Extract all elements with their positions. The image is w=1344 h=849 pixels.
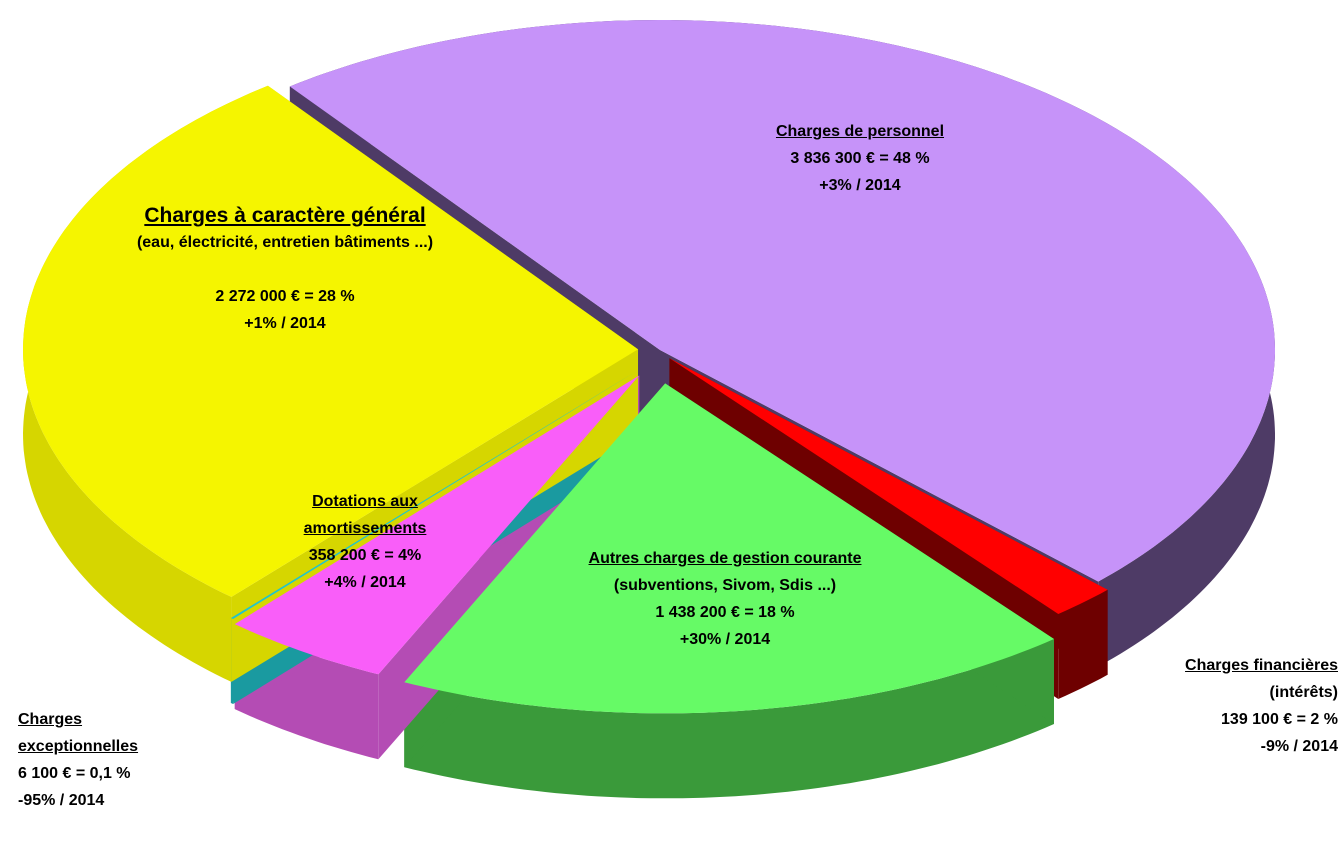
slice: [230, 370, 638, 619]
category-note: (eau, électricité, entretien bâtiments .…: [136, 234, 434, 251]
value-label: 1 438 200 € = 18 %: [655, 604, 795, 621]
category-label: Charges exceptionnelles: [18, 711, 139, 755]
slice-label: Charges exceptionnelles 6 100 € = 0,1 % -9…: [18, 706, 188, 814]
slice-label: Charges financières (intérêts) 139 100 € =…: [1088, 652, 1338, 760]
change-label: +1% / 2014: [244, 315, 326, 332]
category-label: Charges financières: [1185, 657, 1338, 674]
category-note: (intérêts): [1269, 684, 1338, 701]
value-label: 139 100 € = 2 %: [1221, 711, 1338, 728]
tops: [23, 20, 1275, 714]
slice-label: Autres charges de gestion courante (subve…: [525, 545, 925, 653]
slice-label: Charges à caractère général (eau, électri…: [60, 202, 510, 337]
value-label: 3 836 300 € = 48 %: [790, 150, 930, 167]
change-label: +4% / 2014: [324, 574, 406, 591]
category-note: (subventions, Sivom, Sdis ...): [613, 577, 837, 594]
slice-label: Dotations aux amortissements 358 200 € = …: [285, 488, 445, 596]
slice-label: Charges de personnel 3 836 300 € = 48 % +3…: [710, 118, 1010, 199]
value-label: 2 272 000 € = 28 %: [215, 288, 355, 305]
value-label: 358 200 € = 4%: [308, 547, 422, 564]
slice: [23, 85, 639, 597]
category-label: Autres charges de gestion courante: [588, 550, 862, 567]
change-label: +30% / 2014: [679, 631, 771, 648]
category-label: Charges à caractère général: [144, 204, 426, 227]
category-label: Dotations aux amortissements: [303, 493, 427, 537]
slice: [289, 20, 1275, 582]
category-label: Charges de personnel: [775, 123, 945, 140]
change-label: -95% / 2014: [18, 792, 105, 809]
change-label: -9% / 2014: [1260, 738, 1338, 755]
slice: [669, 358, 1108, 614]
slice: [234, 375, 640, 675]
slice-side: [404, 639, 1054, 799]
change-label: +3% / 2014: [819, 177, 901, 194]
slice: [404, 383, 1054, 714]
value-label: 6 100 € = 0,1 %: [18, 765, 131, 782]
